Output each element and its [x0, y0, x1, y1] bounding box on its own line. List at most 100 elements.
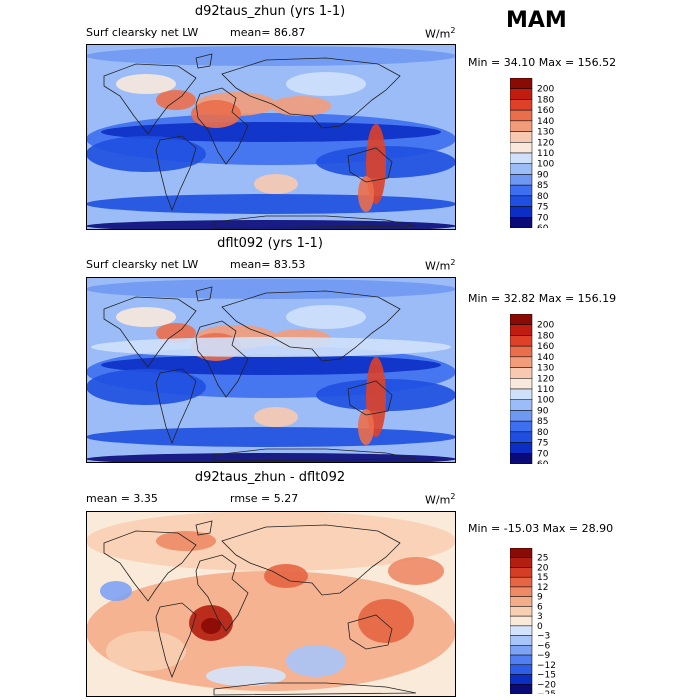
colorbar-tick-label: 130	[537, 364, 554, 374]
colorbar-tick-label: 12	[537, 583, 548, 593]
continent-outline	[347, 380, 393, 416]
map-field-region	[116, 307, 176, 327]
colorbar-tick-label: 60	[537, 460, 549, 464]
map-field-region	[264, 564, 308, 588]
map-field-region	[86, 46, 456, 66]
map-field-region	[201, 618, 221, 634]
map-field-region	[86, 427, 456, 447]
panel3-units: W/m2	[425, 492, 456, 507]
continent-outline	[195, 320, 249, 398]
map-field-region	[106, 631, 186, 671]
colorbar-swatch	[510, 184, 533, 197]
map-field-region	[388, 557, 444, 585]
colorbar-swatch	[510, 206, 533, 218]
colorbar-swatch	[510, 664, 533, 675]
panel1-map	[86, 44, 456, 230]
map-field-region	[254, 174, 298, 194]
map-field-region	[101, 355, 441, 375]
colorbar-swatch	[510, 420, 533, 433]
panel2-minmax: Min = 32.82 Max = 156.19	[468, 292, 617, 305]
colorbar-swatch	[510, 163, 533, 175]
colorbar-tick-label: 110	[537, 149, 554, 159]
colorbar-tick-label: 120	[537, 138, 554, 148]
continent-outline	[221, 290, 401, 362]
map-field-region	[206, 666, 286, 686]
map-field-region	[156, 531, 216, 551]
colorbar-swatch	[510, 378, 533, 390]
colorbar-tick-label: 75	[537, 439, 548, 449]
map-field-region	[358, 409, 374, 445]
colorbar-tick-label: 6	[537, 602, 543, 612]
map-field-region	[86, 369, 206, 405]
colorbar-tick-label: −3	[537, 632, 550, 642]
panel2-colorbar: 20018016014013012011010090858075706050	[510, 314, 554, 464]
panel2-map	[86, 277, 456, 463]
colorbar-swatch	[510, 174, 533, 186]
colorbar-swatch	[510, 431, 533, 443]
colorbar-swatch	[510, 410, 533, 422]
colorbar-swatch	[510, 335, 533, 347]
map-field-region	[286, 645, 346, 677]
colorbar-tick-label: 70	[537, 449, 549, 459]
colorbar-swatch	[510, 142, 533, 154]
continent-outline	[221, 57, 401, 129]
continent-outline	[221, 524, 401, 596]
map-field-region	[101, 122, 441, 142]
panel3-map	[86, 511, 456, 697]
colorbar-tick-label: 25	[537, 554, 548, 564]
colorbar-swatch	[510, 195, 533, 207]
panel3-minmax: Min = -15.03 Max = 28.90	[468, 522, 614, 535]
colorbar-tick-label: 160	[537, 342, 554, 352]
continent-outline	[155, 368, 197, 445]
colorbar-tick-label: 200	[537, 85, 554, 95]
colorbar-tick-label: 75	[537, 203, 548, 213]
colorbar-swatch	[510, 615, 533, 627]
map-field-region	[191, 100, 241, 128]
continent-outline	[213, 448, 417, 462]
map-frame	[86, 44, 456, 230]
colorbar-tick-label: 90	[537, 170, 549, 180]
colorbar-swatch	[510, 152, 533, 164]
colorbar-swatch	[510, 324, 533, 336]
colorbar-tick-label: 180	[537, 331, 554, 341]
map-field-region	[316, 379, 456, 411]
colorbar-tick-label: 160	[537, 106, 554, 116]
colorbar-tick-label: 200	[537, 321, 554, 331]
continent-outline	[103, 530, 197, 602]
panel1-minmax: Min = 34.10 Max = 156.52	[468, 56, 617, 69]
map-field-region	[86, 511, 456, 571]
colorbar-swatch	[510, 453, 533, 464]
colorbar-swatch	[510, 120, 533, 132]
colorbar-swatch	[510, 88, 533, 100]
colorbar-swatch	[510, 356, 533, 368]
colorbar-tick-label: 100	[537, 160, 554, 170]
map-field-region	[86, 453, 456, 463]
season-label: MAM	[506, 8, 567, 33]
panel1-mean: mean= 86.87	[230, 26, 306, 39]
map-field-region	[91, 337, 451, 357]
colorbar-tick-label: 0	[537, 622, 543, 632]
map-frame	[86, 277, 456, 463]
panel2-units: W/m2	[425, 258, 456, 273]
continent-outline	[103, 296, 197, 368]
map-field-region	[86, 220, 456, 230]
colorbar-swatch	[510, 635, 533, 646]
colorbar-tick-label: 180	[537, 95, 554, 105]
panel2-mean: mean= 83.53	[230, 258, 306, 271]
colorbar-tick-label: 100	[537, 396, 554, 406]
colorbar-tick-label: 110	[537, 385, 554, 395]
colorbar-swatch	[510, 548, 533, 558]
map-field-region	[358, 599, 414, 643]
panel3-rmse: rmse = 5.27	[230, 492, 299, 505]
colorbar-swatch	[510, 388, 533, 400]
panel3-mean: mean = 3.35	[86, 492, 158, 505]
continent-outline	[195, 286, 213, 302]
colorbar-swatch	[510, 654, 533, 666]
panel1-colorbar: 20018016014013012011010090858075706050	[510, 78, 554, 228]
colorbar-swatch	[510, 367, 533, 379]
continent-outline	[195, 87, 249, 165]
colorbar-tick-label: 15	[537, 573, 548, 583]
colorbar-tick-label: 85	[537, 181, 548, 191]
continent-outline	[195, 520, 213, 536]
